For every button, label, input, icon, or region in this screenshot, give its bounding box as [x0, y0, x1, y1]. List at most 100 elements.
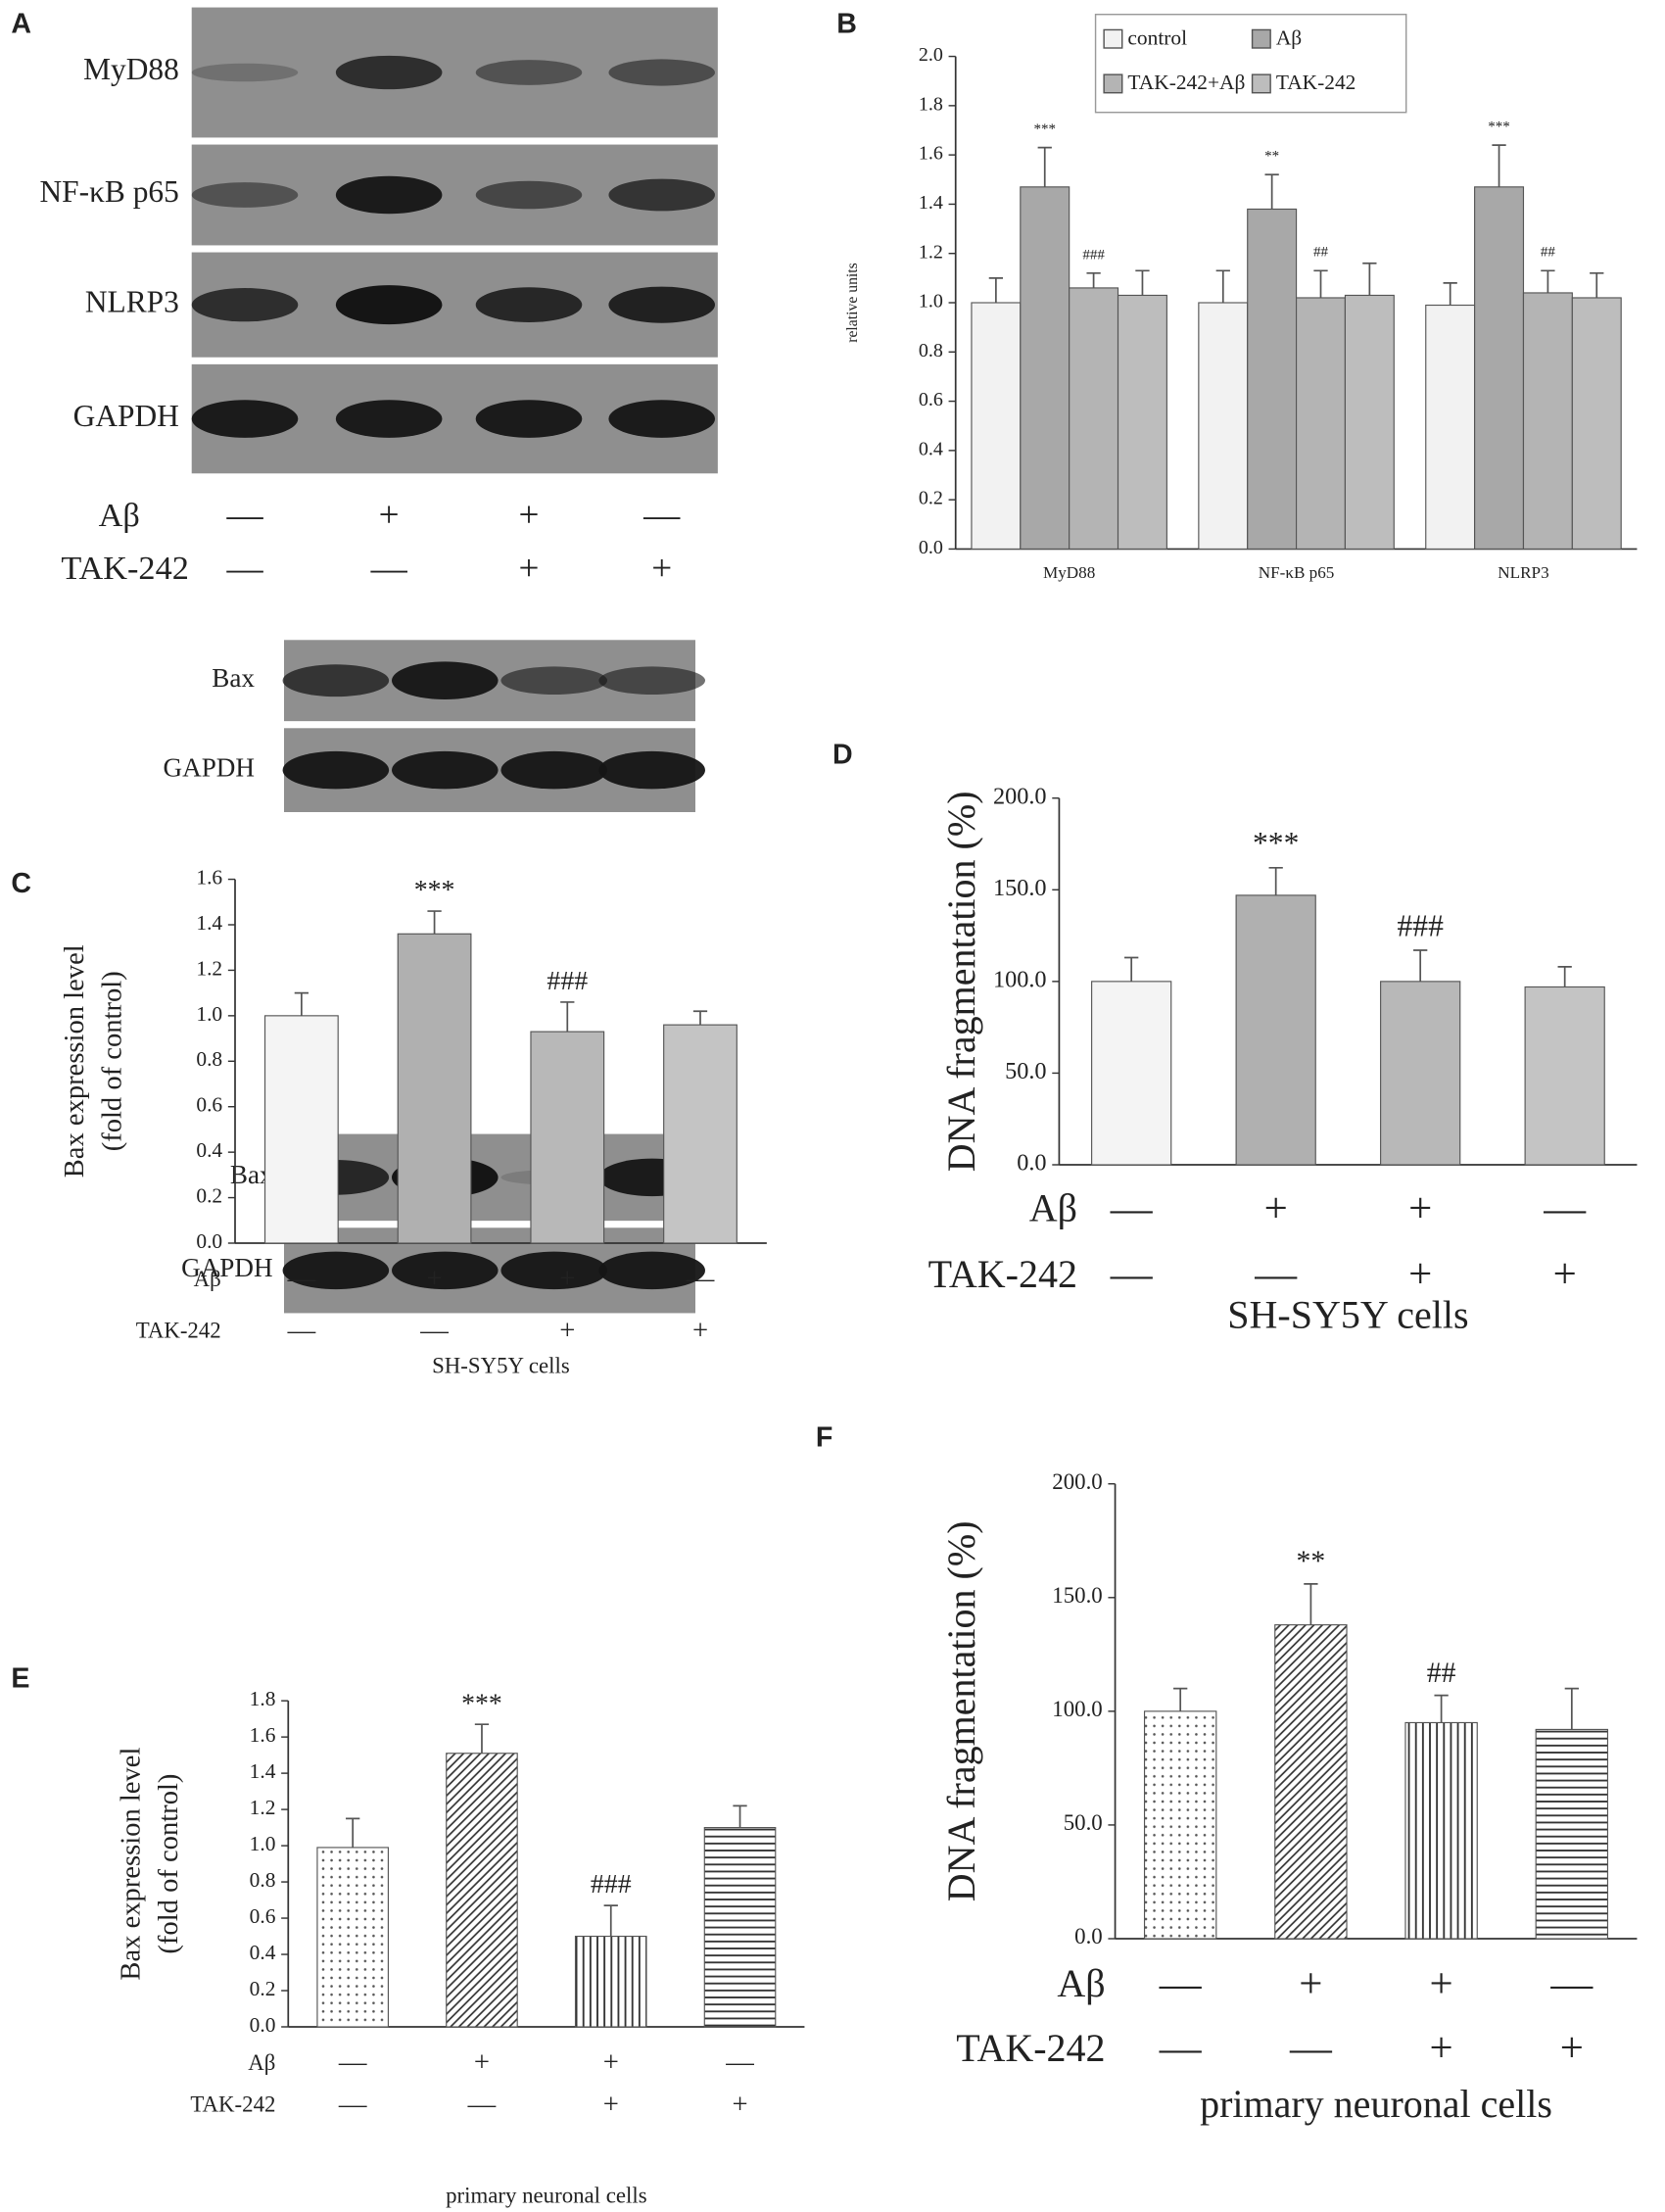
blot-band	[191, 400, 299, 438]
error-bar	[1124, 956, 1139, 982]
y-tick-label: 100.0	[1052, 1697, 1102, 1721]
y-tick-label: 0.0	[1074, 1924, 1103, 1948]
condition-label: Aβ	[194, 1267, 221, 1291]
error-bar	[1413, 949, 1428, 982]
condition-mark: —	[1549, 1961, 1594, 2007]
error-bar	[1313, 269, 1328, 298]
error-bar	[346, 1817, 360, 1848]
error-bar	[1362, 262, 1377, 296]
y-axis-label: (fold of control)	[154, 1774, 184, 1954]
condition-mark: —	[467, 2090, 497, 2120]
blot-label: NF-κB p65	[40, 174, 179, 209]
significance-label: ###	[591, 1869, 632, 1899]
significance-label: ##	[1313, 245, 1329, 261]
y-tick-label: 50.0	[1005, 1058, 1046, 1084]
blot-band	[608, 400, 715, 438]
panel-label: C	[11, 868, 31, 899]
error-bar	[733, 1804, 747, 1828]
blot-band	[392, 1251, 499, 1290]
y-tick-label: 1.4	[250, 1759, 276, 1783]
legend-swatch	[1251, 28, 1271, 49]
y-tick-label: 100.0	[993, 966, 1047, 992]
condition-mark: +	[692, 1316, 708, 1346]
blot-band	[191, 63, 299, 82]
blot-label: GAPDH	[164, 752, 255, 782]
y-tick-label: 1.0	[196, 1002, 222, 1026]
panel-label: D	[832, 739, 853, 770]
bar	[1524, 986, 1605, 1166]
bar	[1296, 297, 1347, 550]
condition-mark: —	[338, 2047, 367, 2078]
blot-label: MyD88	[83, 52, 179, 86]
y-tick-label: 2.0	[919, 44, 943, 66]
blot-band	[335, 285, 443, 325]
condition-mark: +	[1264, 1185, 1288, 1231]
bar	[316, 1847, 389, 2028]
significance-label: **	[1297, 1546, 1326, 1577]
condition-mark: +	[732, 2090, 747, 2120]
y-tick-label: 0.4	[250, 1941, 276, 1964]
bar	[1380, 981, 1461, 1166]
y-tick-label: 1.4	[919, 192, 943, 214]
y-tick-label: 0.6	[196, 1093, 222, 1117]
y-tick-label: 0.0	[196, 1229, 222, 1253]
legend-box	[1094, 13, 1407, 114]
error-bar	[1590, 271, 1604, 298]
y-tick-label: 0.2	[250, 1977, 276, 2000]
significance-label: ***	[461, 1688, 502, 1718]
condition-mark: +	[379, 496, 400, 536]
error-bar	[1173, 1687, 1188, 1711]
condition-mark: —	[1289, 2026, 1333, 2072]
bar	[1069, 287, 1119, 550]
condition-label: TAK-242	[928, 1252, 1077, 1296]
y-tick-label: 0.0	[919, 537, 943, 558]
blot-band	[335, 55, 443, 90]
y-tick-label: 1.6	[919, 143, 943, 165]
condition-mark: —	[287, 1316, 316, 1346]
error-bar	[560, 1001, 575, 1033]
condition-label: Aβ	[1057, 1961, 1105, 2005]
significance-label: ##	[1541, 245, 1555, 261]
y-tick-label: 0.2	[919, 488, 943, 509]
condition-mark: —	[686, 1264, 715, 1294]
legend-swatch	[1103, 73, 1123, 94]
blot-band	[598, 666, 705, 695]
blot-label: GAPDH	[73, 399, 179, 433]
bar	[1522, 292, 1573, 550]
y-tick-label: 1.2	[919, 241, 943, 263]
bar	[263, 1015, 339, 1244]
condition-mark: —	[1110, 1185, 1154, 1231]
blot-band	[500, 1251, 607, 1290]
condition-mark: —	[419, 1316, 449, 1346]
condition-mark: —	[225, 549, 263, 589]
condition-mark: +	[1408, 1252, 1432, 1298]
condition-mark: +	[603, 2047, 619, 2078]
error-bar	[1434, 1694, 1449, 1723]
y-tick-label: 150.0	[1052, 1583, 1102, 1608]
significance-label: ***	[1488, 120, 1510, 135]
y-axis-label: DNA fragmentation (%)	[939, 791, 983, 1172]
x-axis-label: SH-SY5Y cells	[1227, 1292, 1468, 1336]
bar	[1344, 294, 1395, 550]
error-bar	[1135, 269, 1150, 296]
error-bar	[1086, 271, 1101, 288]
y-tick-label: 50.0	[1064, 1810, 1103, 1835]
blot-label: GAPDH	[181, 1253, 272, 1282]
significance-label: ***	[414, 875, 455, 905]
significance-label: ###	[1398, 908, 1445, 942]
significance-label: ***	[1253, 826, 1299, 860]
bar	[1404, 1721, 1478, 1940]
legend-swatch	[1103, 28, 1123, 49]
x-axis-label: primary neuronal cells	[1200, 2082, 1552, 2126]
x-tick-label: NLRP3	[1498, 563, 1548, 582]
blot-band	[282, 750, 390, 790]
bar	[1425, 304, 1476, 550]
bar	[1247, 208, 1298, 550]
condition-mark: +	[1553, 1252, 1577, 1298]
error-bar	[1541, 269, 1555, 293]
blot-band	[608, 59, 715, 86]
blot-band	[282, 664, 390, 697]
x-axis-label: primary neuronal cells	[446, 2184, 647, 2208]
panel-label: A	[11, 9, 31, 40]
